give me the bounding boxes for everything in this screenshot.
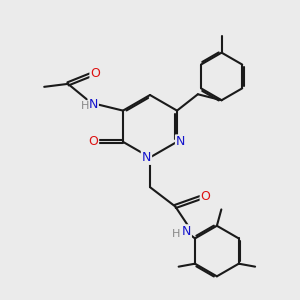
- Text: O: O: [90, 67, 100, 80]
- Text: H: H: [172, 229, 180, 239]
- Text: N: N: [176, 135, 185, 148]
- Text: O: O: [201, 190, 211, 202]
- Text: N: N: [182, 225, 191, 238]
- Text: N: N: [88, 98, 98, 111]
- Text: N: N: [142, 151, 151, 164]
- Text: H: H: [81, 101, 89, 111]
- Text: O: O: [88, 135, 98, 148]
